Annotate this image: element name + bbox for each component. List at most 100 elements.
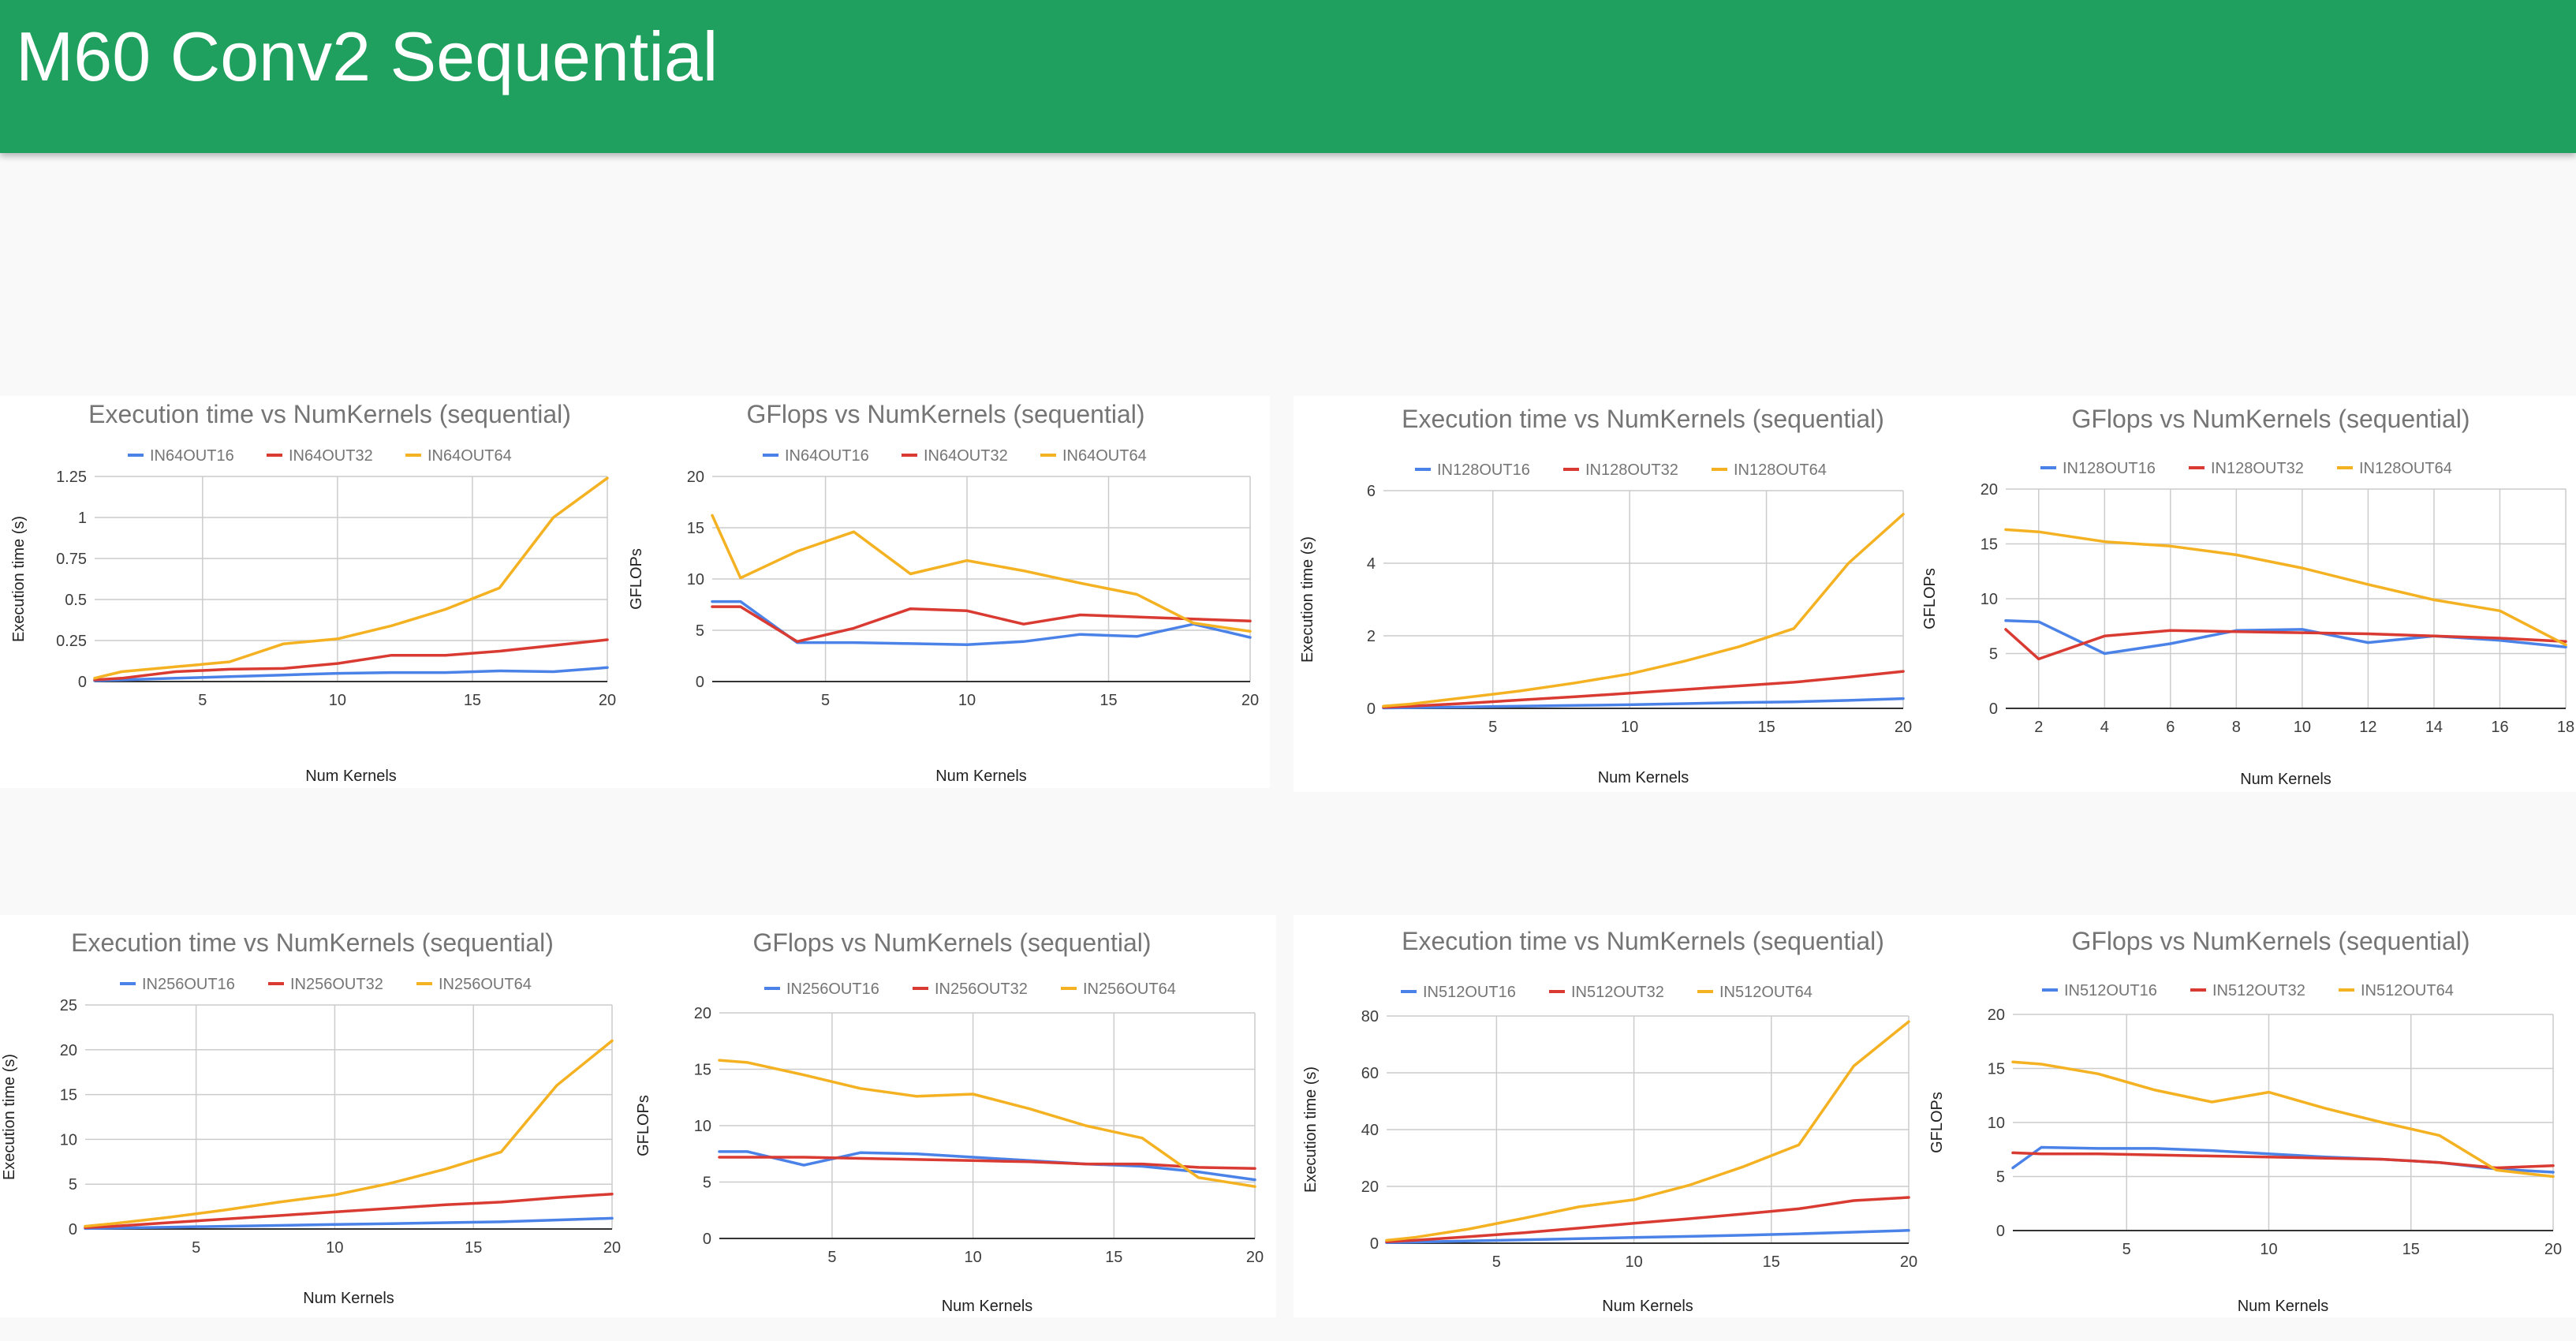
- chart-panel-in512: Execution time vs NumKernels (sequential…: [1294, 915, 2576, 1317]
- y-tick-label: 5: [696, 622, 704, 640]
- y-tick-label: 20: [60, 1042, 77, 1059]
- y-tick-label: 5: [703, 1175, 711, 1192]
- y-tick-label: 15: [1988, 1061, 2005, 1078]
- y-tick-label: 0.75: [56, 551, 87, 568]
- legend-label: IN512OUT32: [1571, 984, 1664, 1001]
- chart-exec-time-in128: Execution time vs NumKernels (sequential…: [1299, 405, 1912, 786]
- series-line-in512out64: [1385, 1020, 1910, 1242]
- x-tick-label: 20: [2544, 1241, 2562, 1258]
- x-tick-label: 10: [326, 1239, 343, 1257]
- series-line-in256out16: [84, 1216, 614, 1231]
- series-line-in512out16: [1385, 1229, 1910, 1245]
- chart-gflops-in512: GFlops vs NumKernels (sequential) IN512OU…: [1928, 927, 2562, 1315]
- legend-label: IN64OUT64: [427, 447, 512, 465]
- y-tick-label: 1: [78, 510, 87, 527]
- y-tick-label: 1.25: [56, 469, 87, 486]
- series-line-in128out64: [2004, 528, 2567, 647]
- series-line-in256out64: [84, 1039, 614, 1228]
- y-tick-label: 15: [694, 1062, 711, 1079]
- x-axis-label: Num Kernels: [2240, 771, 2331, 788]
- y-tick-label: 15: [1981, 536, 1998, 554]
- y-tick-label: 20: [1988, 1007, 2005, 1024]
- x-tick-label: 20: [1241, 692, 1259, 709]
- y-tick-label: 0: [703, 1231, 711, 1248]
- chart-title: GFlops vs NumKernels (sequential): [746, 400, 1144, 428]
- y-tick-label: 20: [694, 1005, 711, 1022]
- legend-label: IN64OUT64: [1062, 447, 1147, 465]
- x-tick-label: 15: [1763, 1253, 1780, 1271]
- chart-panel-in128: Execution time vs NumKernels (sequential…: [1294, 396, 2576, 792]
- series-line-in128out16: [1382, 697, 1905, 710]
- y-tick-label: 5: [1989, 646, 1998, 663]
- x-axis-label: Num Kernels: [1598, 769, 1689, 786]
- y-tick-label: 15: [60, 1087, 77, 1104]
- series-line-in512out32: [2011, 1151, 2555, 1170]
- y-tick-label: 5: [1996, 1169, 2005, 1186]
- chart-exec-time-in512: Execution time vs NumKernels (sequential…: [1302, 927, 1917, 1315]
- x-tick-label: 10: [1621, 719, 1638, 736]
- y-axis-label: Execution time (s): [10, 516, 28, 642]
- legend-label: IN128OUT32: [2211, 460, 2304, 477]
- x-tick-label: 5: [827, 1249, 836, 1266]
- y-tick-label: 10: [1988, 1115, 2005, 1132]
- series-line-in64out64: [93, 476, 609, 680]
- x-tick-label: 15: [465, 1239, 482, 1257]
- y-tick-label: 60: [1361, 1065, 1379, 1082]
- series-line-in128out32: [2004, 628, 2567, 661]
- y-tick-label: 20: [687, 469, 704, 486]
- x-tick-label: 20: [603, 1239, 621, 1257]
- y-tick-label: 0: [1989, 700, 1998, 718]
- y-axis-label: Execution time (s): [1302, 1066, 1320, 1193]
- series-line-in256out64: [718, 1059, 1256, 1188]
- x-tick-label: 5: [821, 692, 830, 709]
- legend-label: IN256OUT64: [439, 976, 532, 993]
- series-line-in256out32: [718, 1156, 1256, 1171]
- series-line-in128out64: [1382, 513, 1905, 708]
- x-tick-label: 10: [958, 692, 976, 709]
- series-line-in256out16: [718, 1150, 1256, 1182]
- chart-title: Execution time vs NumKernels (sequential…: [1402, 927, 1884, 955]
- legend-label: IN64OUT32: [289, 447, 373, 465]
- x-tick-label: 10: [329, 692, 346, 709]
- series-line-in64out32: [93, 638, 609, 682]
- x-axis-label: Num Kernels: [305, 768, 397, 785]
- x-tick-label: 15: [2402, 1241, 2420, 1258]
- chart-title: Execution time vs NumKernels (sequential…: [71, 928, 554, 957]
- series-line-in512out16: [2011, 1145, 2555, 1174]
- x-axis-label: Num Kernels: [303, 1290, 394, 1307]
- x-axis-label: Num Kernels: [2238, 1298, 2329, 1315]
- x-tick-label: 20: [1900, 1253, 1917, 1271]
- x-tick-label: 12: [2359, 719, 2376, 736]
- y-tick-label: 15: [687, 520, 704, 537]
- x-axis-label: Num Kernels: [942, 1298, 1033, 1315]
- legend-label: IN256OUT32: [935, 981, 1028, 998]
- y-tick-label: 0: [696, 674, 704, 691]
- x-tick-label: 14: [2425, 719, 2443, 736]
- series-line-in512out32: [1385, 1196, 1910, 1243]
- x-axis-label: Num Kernels: [935, 768, 1027, 785]
- x-tick-label: 10: [2294, 719, 2311, 736]
- legend-label: IN64OUT16: [785, 447, 869, 465]
- series-line-in64out16: [93, 666, 609, 682]
- chart-panel-in256: Execution time vs NumKernels (sequential…: [0, 915, 1276, 1317]
- legend-label: IN512OUT16: [1423, 984, 1516, 1001]
- legend-label: IN128OUT16: [1437, 461, 1530, 479]
- header-bar: M60 Conv2 Sequential: [0, 0, 2576, 153]
- y-tick-label: 0: [69, 1221, 77, 1238]
- y-tick-label: 5: [69, 1176, 77, 1193]
- x-tick-label: 5: [2122, 1241, 2131, 1258]
- x-axis-label: Num Kernels: [1602, 1298, 1693, 1315]
- y-tick-label: 10: [60, 1131, 77, 1149]
- series-line-in128out32: [1382, 670, 1905, 709]
- x-tick-label: 4: [2100, 719, 2109, 736]
- y-tick-label: 4: [1367, 555, 1376, 573]
- legend-label: IN256OUT16: [786, 981, 879, 998]
- y-tick-label: 0: [78, 674, 87, 691]
- x-tick-label: 8: [2232, 719, 2241, 736]
- chart-title: GFlops vs NumKernels (sequential): [2071, 927, 2470, 955]
- x-tick-label: 15: [1757, 719, 1775, 736]
- x-tick-label: 6: [2166, 719, 2175, 736]
- legend-label: IN128OUT16: [2063, 460, 2156, 477]
- y-axis-label: GFLOPs: [1928, 1092, 1946, 1153]
- y-tick-label: 6: [1367, 483, 1376, 500]
